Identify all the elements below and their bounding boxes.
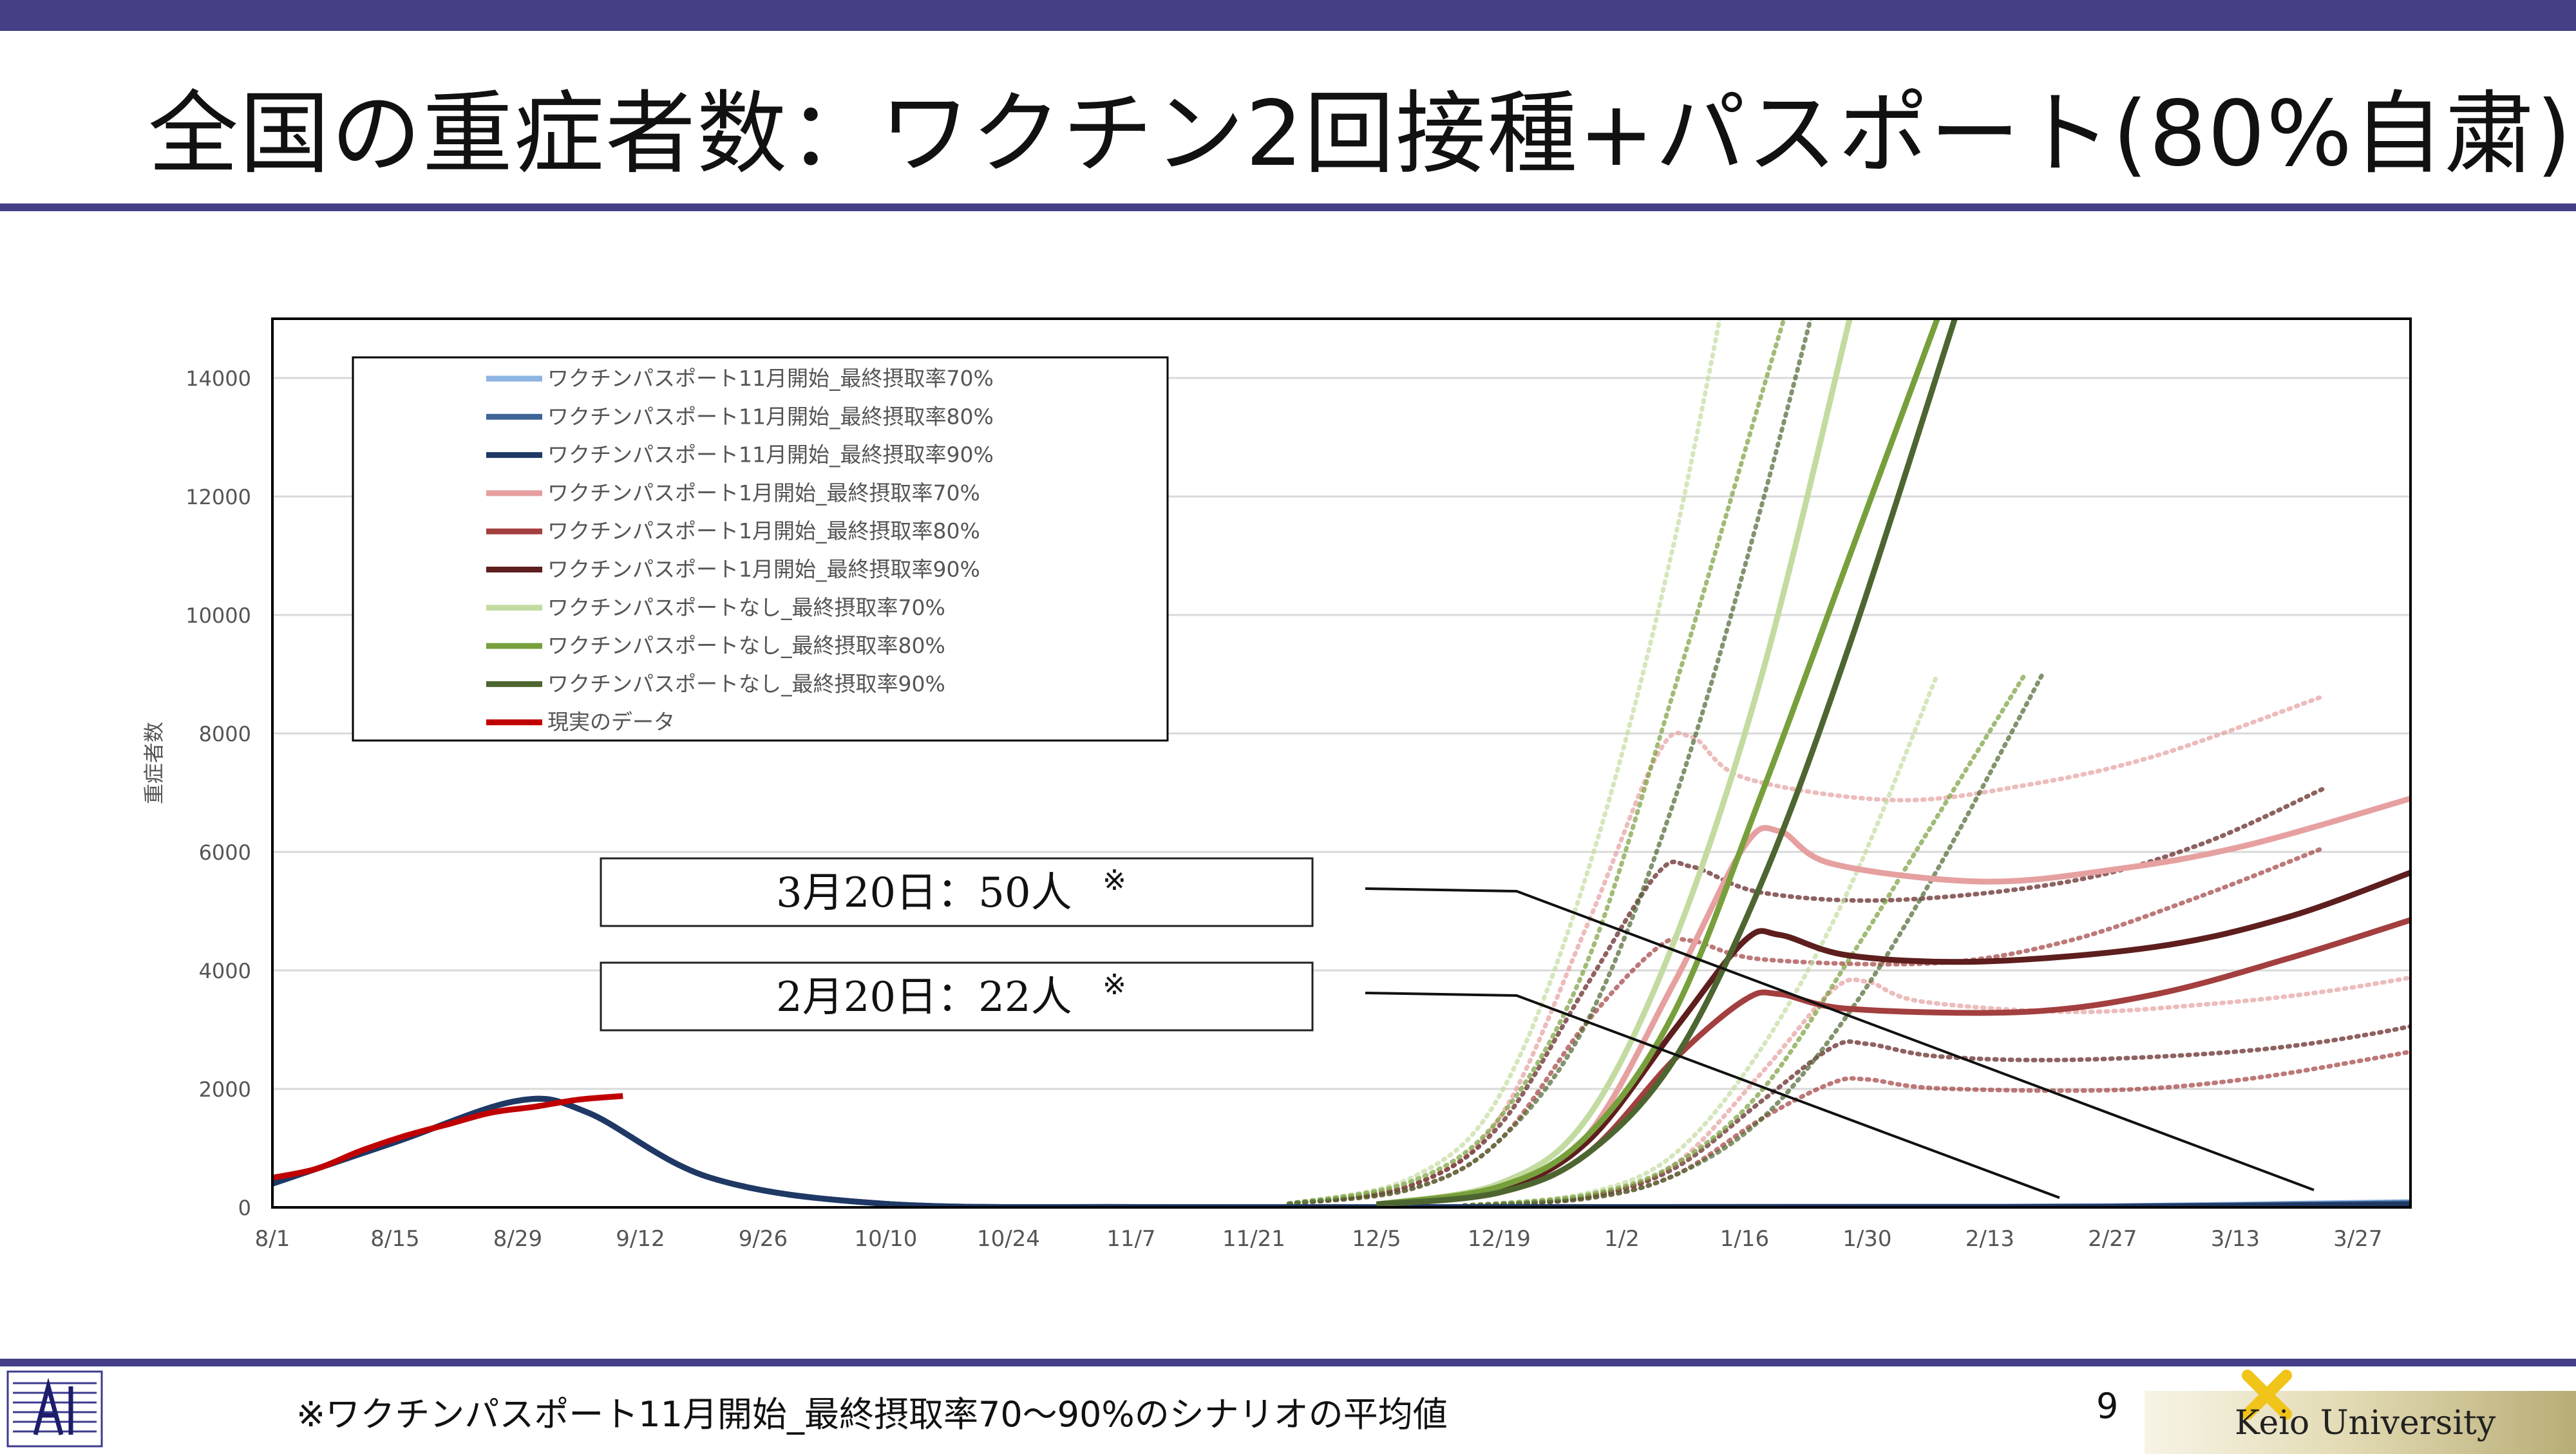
leader-line-feb	[1365, 992, 2060, 1199]
x-tick-label: 9/26	[739, 1226, 788, 1252]
scenario-variant-lines	[1286, 319, 2410, 1207]
legend-label: ワクチンパスポート11月開始_最終摂取率80%	[547, 404, 994, 429]
plot-frame	[271, 317, 2412, 1209]
legend-label: ワクチンパスポート11月開始_最終摂取率70%	[547, 366, 994, 391]
y-tick-label: 0	[238, 1196, 251, 1220]
x-tick-label: 9/12	[616, 1226, 665, 1252]
y-tick-label: 4000	[199, 959, 251, 983]
y-tick-label: 12000	[185, 485, 251, 509]
legend-label: ワクチンパスポート1月開始_最終摂取率90%	[547, 557, 980, 582]
legend-label: ワクチンパスポートなし_最終摂取率90%	[547, 671, 945, 696]
annotation-feb: 2月20日：22人	[776, 974, 1072, 1021]
legend-label: 現実のデータ	[547, 710, 675, 735]
legend-label: ワクチンパスポート11月開始_最終摂取率90%	[547, 442, 994, 467]
footnote: ※ワクチンパスポート11月開始_最終摂取率70〜90%のシナリオの平均値	[296, 1394, 1448, 1435]
legend-label: ワクチンパスポート1月開始_最終摂取率80%	[547, 518, 980, 543]
x-tick-label: 8/1	[255, 1226, 290, 1252]
series-variant-line	[1461, 672, 2027, 1207]
slide-title: 全国の重症者数：ワクチン2回接種+パスポート(80%自粛)	[148, 82, 2573, 187]
y-tick-labels: 0 2000 4000 6000 8000 10000 12000 14000	[185, 366, 251, 1220]
x-tick-labels: 8/1 8/15 8/29 9/12 9/26 10/10 10/24 11/7 11/21 12…	[255, 1226, 2383, 1252]
series-variant-line	[1286, 319, 1814, 1206]
series-variant-line	[1286, 694, 2325, 1206]
y-tick-label: 10000	[185, 603, 251, 628]
x-tick-label: 12/19	[1468, 1226, 1531, 1252]
x-tick-label: 1/2	[1604, 1226, 1640, 1252]
annotation-feb-mark: ※	[1103, 968, 1126, 1001]
y-tick-label: 6000	[199, 840, 251, 865]
series-variant-line	[1286, 319, 1786, 1206]
x-tick-label: 3/27	[2333, 1226, 2382, 1252]
annotation-box-feb	[600, 961, 1314, 1032]
lab-logo-icon	[6, 1370, 103, 1448]
series-variant-line	[1461, 672, 1940, 1207]
x-tick-label: 10/24	[977, 1226, 1040, 1252]
series-line	[272, 1093, 623, 1181]
series-line	[1376, 319, 1958, 1207]
series-variant-line	[1461, 1024, 2410, 1207]
legend-label: ワクチンパスポート1月開始_最終摂取率70%	[547, 480, 980, 505]
y-axis-label: 重症者数	[142, 722, 166, 804]
title-divider	[0, 203, 2576, 211]
x-tick-label: 10/10	[854, 1226, 917, 1252]
annotation-march: 3月20日：50人	[776, 869, 1072, 917]
x-tick-label: 8/15	[370, 1226, 419, 1252]
x-tick-label: 2/13	[1965, 1226, 2014, 1252]
y-tick-label: 2000	[199, 1077, 251, 1102]
x-tick-label: 11/21	[1222, 1226, 1285, 1252]
legend-label: ワクチンパスポートなし_最終摂取率80%	[547, 633, 945, 658]
annotation-march-mark: ※	[1103, 864, 1126, 897]
legend-box	[352, 356, 1169, 742]
y-tick-label: 14000	[185, 366, 251, 391]
legend: ワクチンパスポート11月開始_最終摂取率70% ワクチンパスポート11月開始_最終…	[352, 356, 1169, 742]
series-variant-line	[1286, 319, 1722, 1206]
page-number: 9	[2096, 1386, 2119, 1426]
series-line	[1376, 319, 1940, 1207]
series-line	[272, 1095, 2410, 1207]
legend-label: ワクチンパスポートなし_最終摂取率70%	[547, 595, 945, 620]
y-tick-label: 8000	[199, 722, 251, 746]
x-tick-label: 12/5	[1352, 1226, 1401, 1252]
x-tick-label: 1/30	[1842, 1226, 1891, 1252]
annotations: 3月20日：50人 ※ 2月20日：22人 ※	[600, 857, 2315, 1199]
brand-name: Keio University	[2235, 1404, 2496, 1442]
pen-crest-icon	[2242, 1370, 2292, 1420]
leader-line-march	[1365, 887, 2315, 1191]
annotation-box-march	[600, 857, 1314, 927]
series-line	[1376, 869, 2410, 1207]
x-tick-label: 3/13	[2211, 1226, 2260, 1252]
series-variant-line	[1286, 786, 2325, 1206]
x-tick-label: 1/16	[1720, 1226, 1769, 1252]
keio-logo: Keio University	[2145, 1370, 2576, 1454]
x-tick-label: 11/7	[1106, 1226, 1155, 1252]
series-variant-line	[1461, 672, 2045, 1207]
footer-divider	[0, 1359, 2576, 1366]
top-accent-bar	[0, 0, 2576, 31]
x-tick-label: 2/27	[2088, 1226, 2137, 1252]
x-tick-label: 8/29	[493, 1226, 542, 1252]
